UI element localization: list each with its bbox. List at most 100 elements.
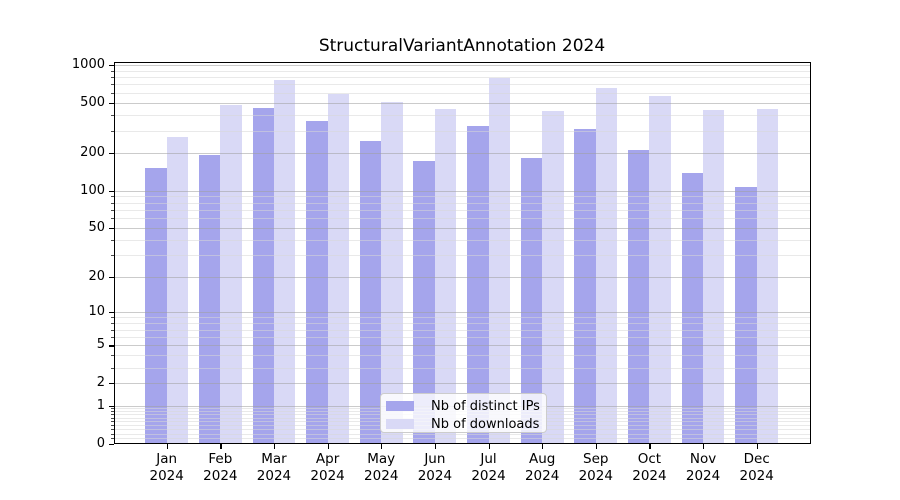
bar-downloads-may	[381, 101, 403, 444]
y-minor-tick-mark	[111, 433, 114, 435]
legend-swatch-downloads-icon	[386, 419, 414, 429]
major-gridline	[114, 383, 811, 385]
y-minor-tick-mark	[111, 438, 114, 440]
minor-gridline	[114, 355, 811, 357]
y-minor-tick-mark	[111, 255, 114, 257]
major-gridline	[114, 312, 811, 314]
bar-distinct-ips-apr	[306, 120, 328, 444]
bar-distinct-ips-jun	[413, 160, 435, 444]
y-minor-tick-mark	[111, 70, 114, 72]
minor-gridline	[114, 336, 811, 338]
y-minor-tick-mark	[111, 202, 114, 204]
minor-gridline	[114, 240, 811, 241]
y-tick-label: 1000	[71, 56, 105, 72]
y-minor-tick-mark	[111, 425, 114, 427]
major-gridline	[114, 228, 811, 230]
x-tick-label-mar: Mar 2024	[256, 450, 292, 484]
bar-distinct-ips-sep	[574, 128, 596, 444]
bar-distinct-ips-jan	[145, 167, 167, 444]
x-tick-label-sep: Sep 2024	[578, 450, 613, 484]
y-tick-mark	[109, 443, 114, 445]
minor-gridline	[114, 433, 811, 435]
y-minor-tick-mark	[111, 218, 114, 220]
minor-gridline	[114, 367, 811, 369]
y-minor-tick-mark	[111, 336, 114, 338]
x-tick-mark	[488, 443, 490, 449]
minor-gridline	[114, 323, 811, 325]
x-tick-label-aug: Aug 2024	[524, 450, 560, 484]
bar-downloads-sep	[595, 88, 618, 444]
x-tick-mark	[542, 443, 544, 449]
bar-distinct-ips-jul	[467, 125, 489, 444]
bar-downloads-dec	[756, 109, 779, 444]
minor-gridline	[114, 70, 811, 72]
y-minor-tick-mark	[111, 209, 114, 211]
minor-gridline	[114, 84, 811, 86]
y-minor-tick-mark	[111, 367, 114, 369]
y-tick-label: 5	[96, 337, 105, 353]
bar-distinct-ips-dec	[735, 186, 757, 444]
x-tick-mark	[381, 443, 383, 449]
y-minor-tick-mark	[111, 355, 114, 357]
y-tick-label: 100	[80, 182, 105, 198]
x-tick-mark	[595, 443, 597, 449]
minor-gridline	[114, 209, 811, 211]
minor-gridline	[114, 130, 811, 132]
major-gridline	[114, 152, 811, 154]
major-gridline	[114, 276, 811, 278]
y-minor-tick-mark	[111, 115, 114, 117]
x-tick-label-jan: Jan 2024	[149, 450, 184, 484]
y-tick-mark	[109, 102, 114, 105]
x-tick-mark	[327, 443, 329, 449]
x-tick-label-oct: Oct 2024	[632, 450, 667, 484]
bar-downloads-jul	[488, 78, 510, 444]
bar-downloads-mar	[273, 79, 296, 444]
y-minor-tick-mark	[111, 323, 114, 325]
bar-distinct-ips-oct	[628, 150, 650, 444]
y-tick-mark	[109, 190, 114, 192]
y-minor-tick-mark	[111, 240, 114, 241]
y-minor-tick-mark	[111, 414, 114, 416]
y-minor-tick-mark	[111, 417, 114, 419]
bar-downloads-jan	[166, 137, 189, 444]
y-tick-label: 1	[96, 397, 105, 413]
x-tick-mark	[166, 443, 168, 449]
y-tick-mark	[109, 228, 114, 230]
y-minor-tick-mark	[111, 317, 114, 319]
y-minor-tick-mark	[111, 429, 114, 431]
major-gridline	[114, 190, 811, 192]
minor-gridline	[114, 255, 811, 257]
bar-downloads-feb	[220, 105, 242, 444]
minor-gridline	[114, 438, 811, 440]
x-tick-mark	[220, 443, 222, 449]
y-minor-tick-mark	[111, 408, 114, 410]
x-tick-label-dec: Dec 2024	[739, 450, 774, 484]
y-minor-tick-mark	[111, 77, 114, 79]
bar-downloads-oct	[649, 95, 671, 444]
y-minor-tick-mark	[111, 421, 114, 423]
y-minor-tick-mark	[111, 130, 114, 132]
bar-distinct-ips-may	[359, 141, 382, 444]
major-gridline	[114, 64, 811, 66]
minor-gridline	[114, 329, 811, 331]
chart-title: StructuralVariantAnnotation 2024	[318, 36, 606, 56]
y-tick-label: 10	[88, 304, 105, 320]
legend-label-downloads: Nb of downloads	[431, 416, 540, 432]
minor-gridline	[114, 317, 811, 319]
bar-distinct-ips-feb	[198, 155, 221, 444]
bar-downloads-jun	[434, 108, 457, 444]
y-tick-mark	[109, 383, 114, 385]
major-gridline	[114, 102, 811, 104]
y-tick-label: 2	[96, 375, 105, 391]
x-tick-mark	[273, 443, 276, 449]
minor-gridline	[114, 202, 811, 204]
y-tick-label: 500	[80, 94, 105, 110]
x-tick-label-jun: Jun 2024	[417, 450, 453, 484]
bar-distinct-ips-aug	[520, 158, 543, 444]
x-tick-label-feb: Feb 2024	[203, 450, 238, 484]
x-tick-mark	[703, 443, 705, 449]
x-tick-label-may: May 2024	[364, 450, 399, 484]
minor-gridline	[114, 115, 811, 117]
y-minor-tick-mark	[111, 411, 114, 413]
bar-distinct-ips-nov	[681, 172, 704, 444]
